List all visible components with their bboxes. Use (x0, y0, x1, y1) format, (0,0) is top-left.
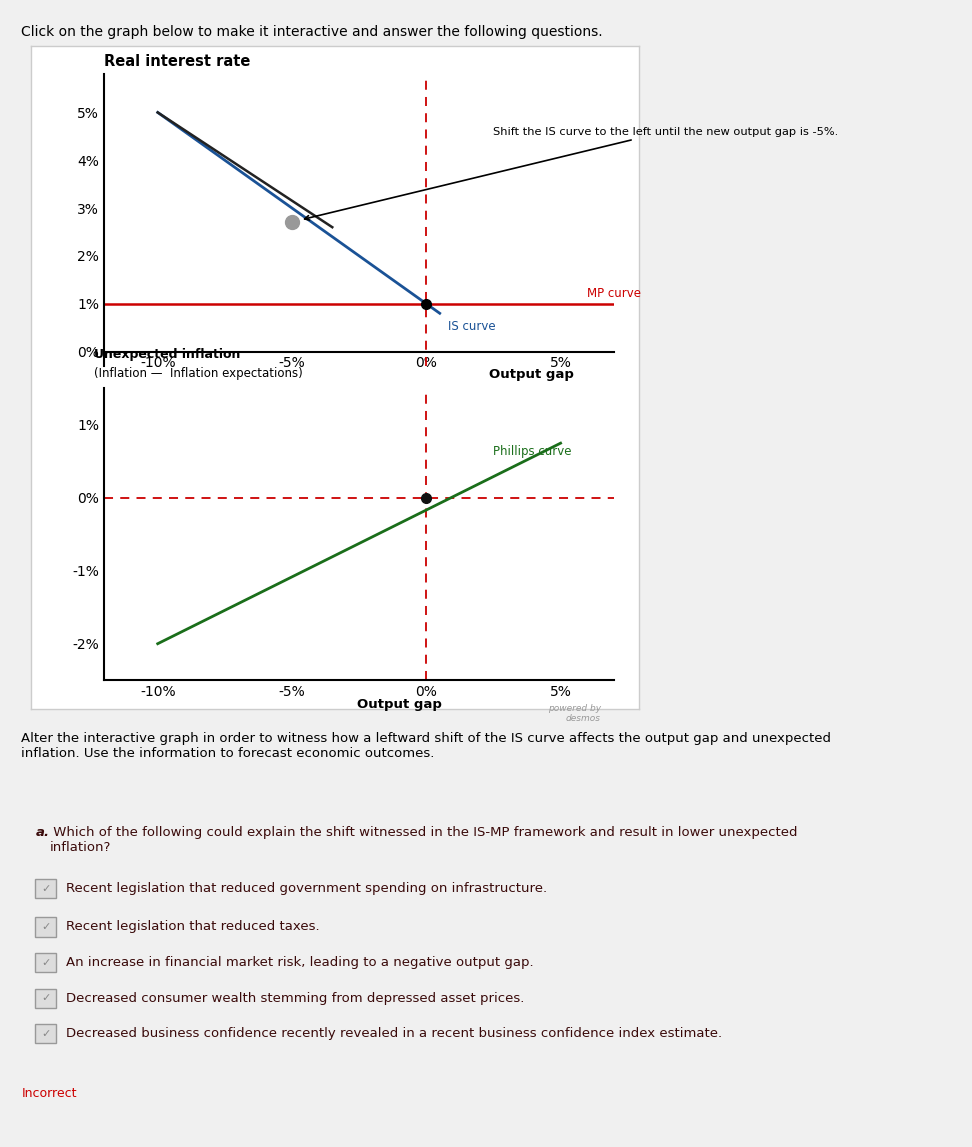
Text: powered by
desmos: powered by desmos (548, 703, 601, 723)
FancyBboxPatch shape (35, 1024, 55, 1044)
Text: MP curve: MP curve (587, 287, 642, 299)
Text: ✓: ✓ (41, 922, 51, 933)
Text: ✓: ✓ (41, 993, 51, 1004)
Text: Decreased business confidence recently revealed in a recent business confidence : Decreased business confidence recently r… (66, 1028, 722, 1040)
Text: (Inflation —  Inflation expectations): (Inflation — Inflation expectations) (94, 367, 303, 381)
Text: a.: a. (35, 826, 50, 838)
Text: Phillips curve: Phillips curve (494, 445, 572, 458)
Text: Decreased consumer wealth stemming from depressed asset prices.: Decreased consumer wealth stemming from … (66, 992, 525, 1005)
Text: An increase in financial market risk, leading to a negative output gap.: An increase in financial market risk, le… (66, 957, 534, 969)
Text: Alter the interactive graph in order to witness how a leftward shift of the IS c: Alter the interactive graph in order to … (21, 732, 831, 759)
FancyBboxPatch shape (35, 953, 55, 973)
Text: Output gap: Output gap (489, 368, 574, 381)
Text: Which of the following could explain the shift witnessed in the IS-MP framework : Which of the following could explain the… (50, 826, 798, 853)
Text: Output gap: Output gap (357, 697, 442, 711)
Text: ✓: ✓ (41, 958, 51, 968)
Text: Real interest rate: Real interest rate (104, 54, 251, 69)
Text: Incorrect: Incorrect (21, 1087, 77, 1100)
Text: ✓: ✓ (41, 883, 51, 894)
FancyBboxPatch shape (35, 989, 55, 1008)
FancyBboxPatch shape (35, 879, 55, 898)
FancyBboxPatch shape (35, 918, 55, 937)
Text: Click on the graph below to make it interactive and answer the following questio: Click on the graph below to make it inte… (21, 25, 603, 39)
Text: Recent legislation that reduced taxes.: Recent legislation that reduced taxes. (66, 920, 320, 934)
Text: IS curve: IS curve (448, 320, 496, 334)
Text: Unexpected inflation: Unexpected inflation (94, 348, 241, 361)
Text: Shift the IS curve to the left until the new output gap is -5%.: Shift the IS curve to the left until the… (304, 126, 839, 220)
Text: ✓: ✓ (41, 1029, 51, 1039)
Text: Recent legislation that reduced government spending on infrastructure.: Recent legislation that reduced governme… (66, 882, 547, 895)
